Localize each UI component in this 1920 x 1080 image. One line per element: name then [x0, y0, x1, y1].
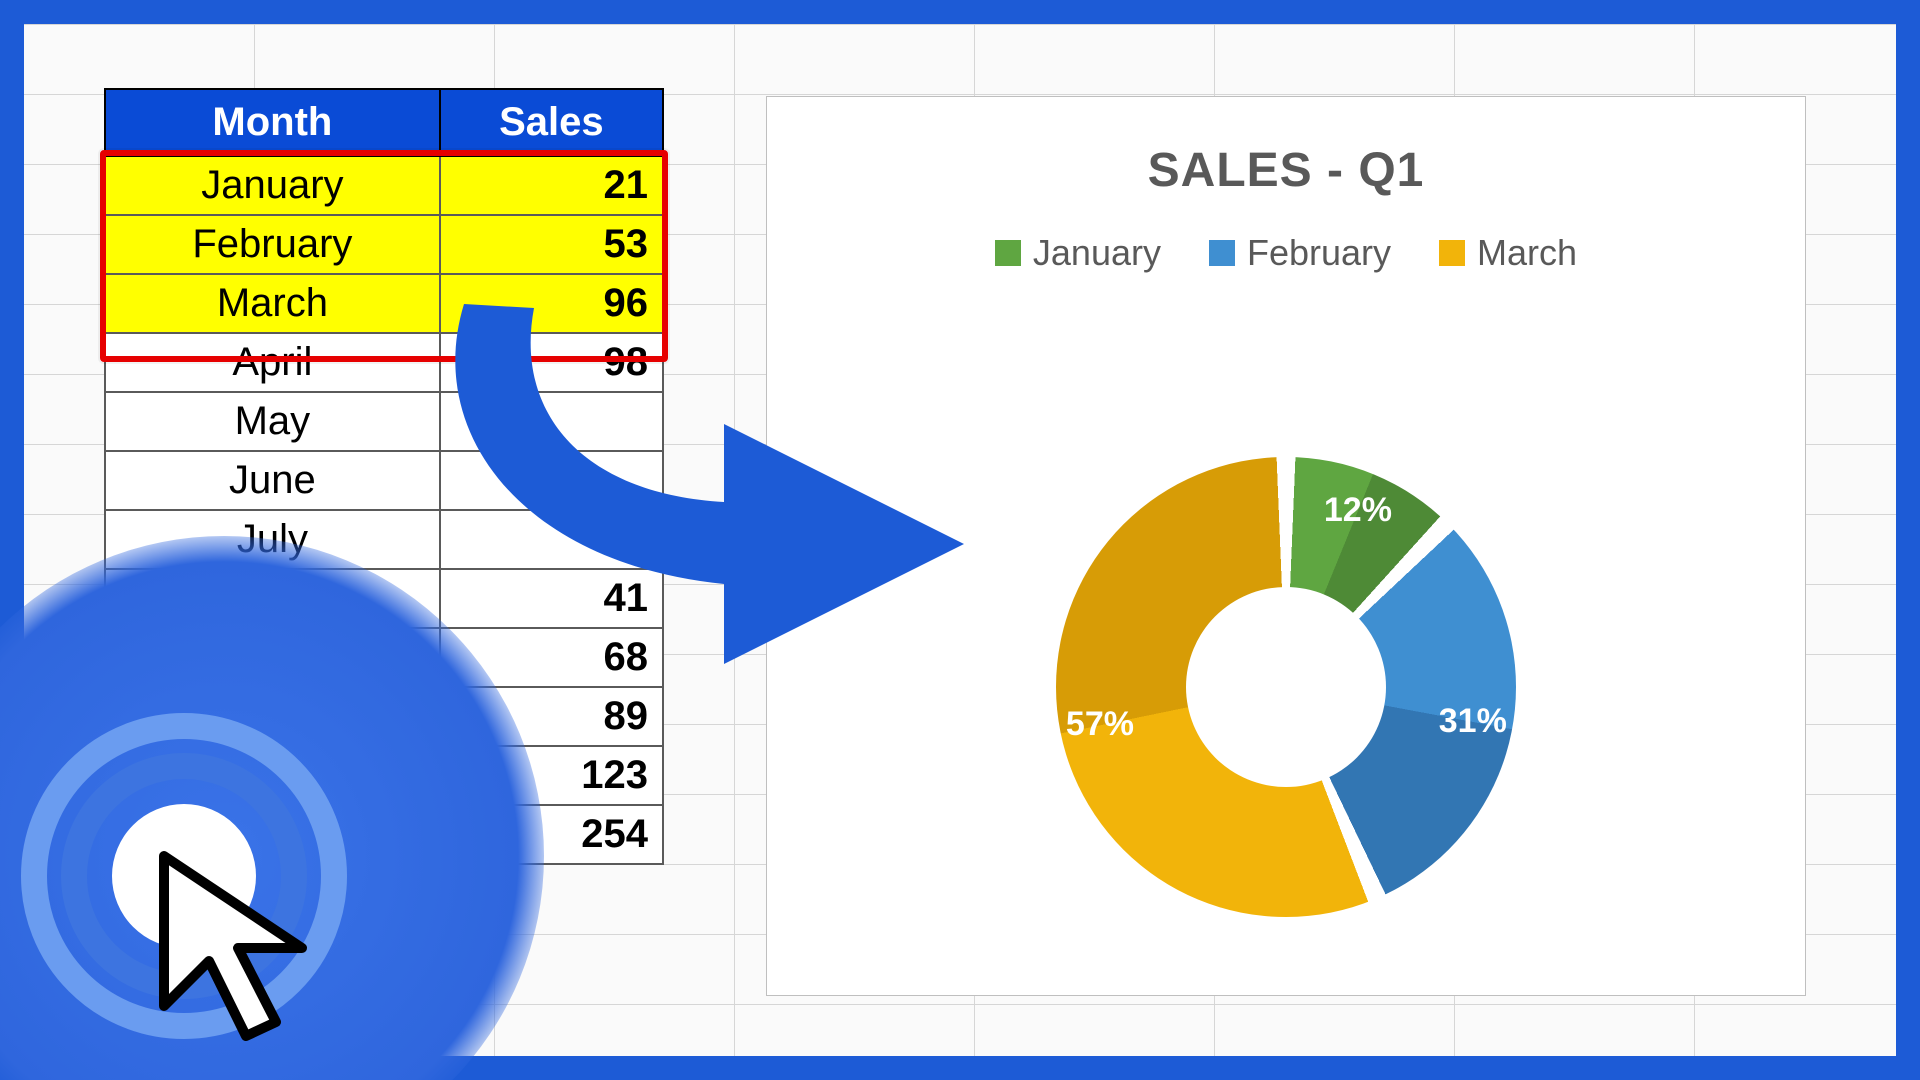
- doughnut-hole: [1186, 587, 1386, 787]
- data-label-february: 31%: [1439, 702, 1507, 741]
- cell-month[interactable]: February: [105, 215, 440, 274]
- chart-title: SALES - Q1: [767, 143, 1805, 198]
- legend-swatch: [1209, 240, 1235, 266]
- tutorial-frame: Month Sales January21February53March96Ap…: [0, 0, 1920, 1080]
- table-row[interactable]: January21: [105, 156, 663, 215]
- cell-month[interactable]: March: [105, 274, 440, 333]
- legend-swatch: [995, 240, 1021, 266]
- doughnut-chart: 12% 31% 57%: [1056, 457, 1516, 917]
- legend-swatch: [1439, 240, 1465, 266]
- col-header-month: Month: [105, 89, 440, 156]
- data-label-january: 12%: [1324, 491, 1392, 530]
- cell-month[interactable]: June: [105, 451, 440, 510]
- cell-month[interactable]: April: [105, 333, 440, 392]
- legend-label: January: [1033, 232, 1161, 274]
- cell-month[interactable]: January: [105, 156, 440, 215]
- data-label-march: 57%: [1066, 705, 1134, 744]
- legend-label: March: [1477, 232, 1577, 274]
- legend-label: February: [1247, 232, 1391, 274]
- cell-sales[interactable]: 21: [440, 156, 663, 215]
- legend-item: March: [1439, 232, 1577, 274]
- cell-month[interactable]: May: [105, 392, 440, 451]
- legend-item: February: [1209, 232, 1391, 274]
- col-header-sales: Sales: [440, 89, 663, 156]
- arrow-icon: [404, 264, 1044, 704]
